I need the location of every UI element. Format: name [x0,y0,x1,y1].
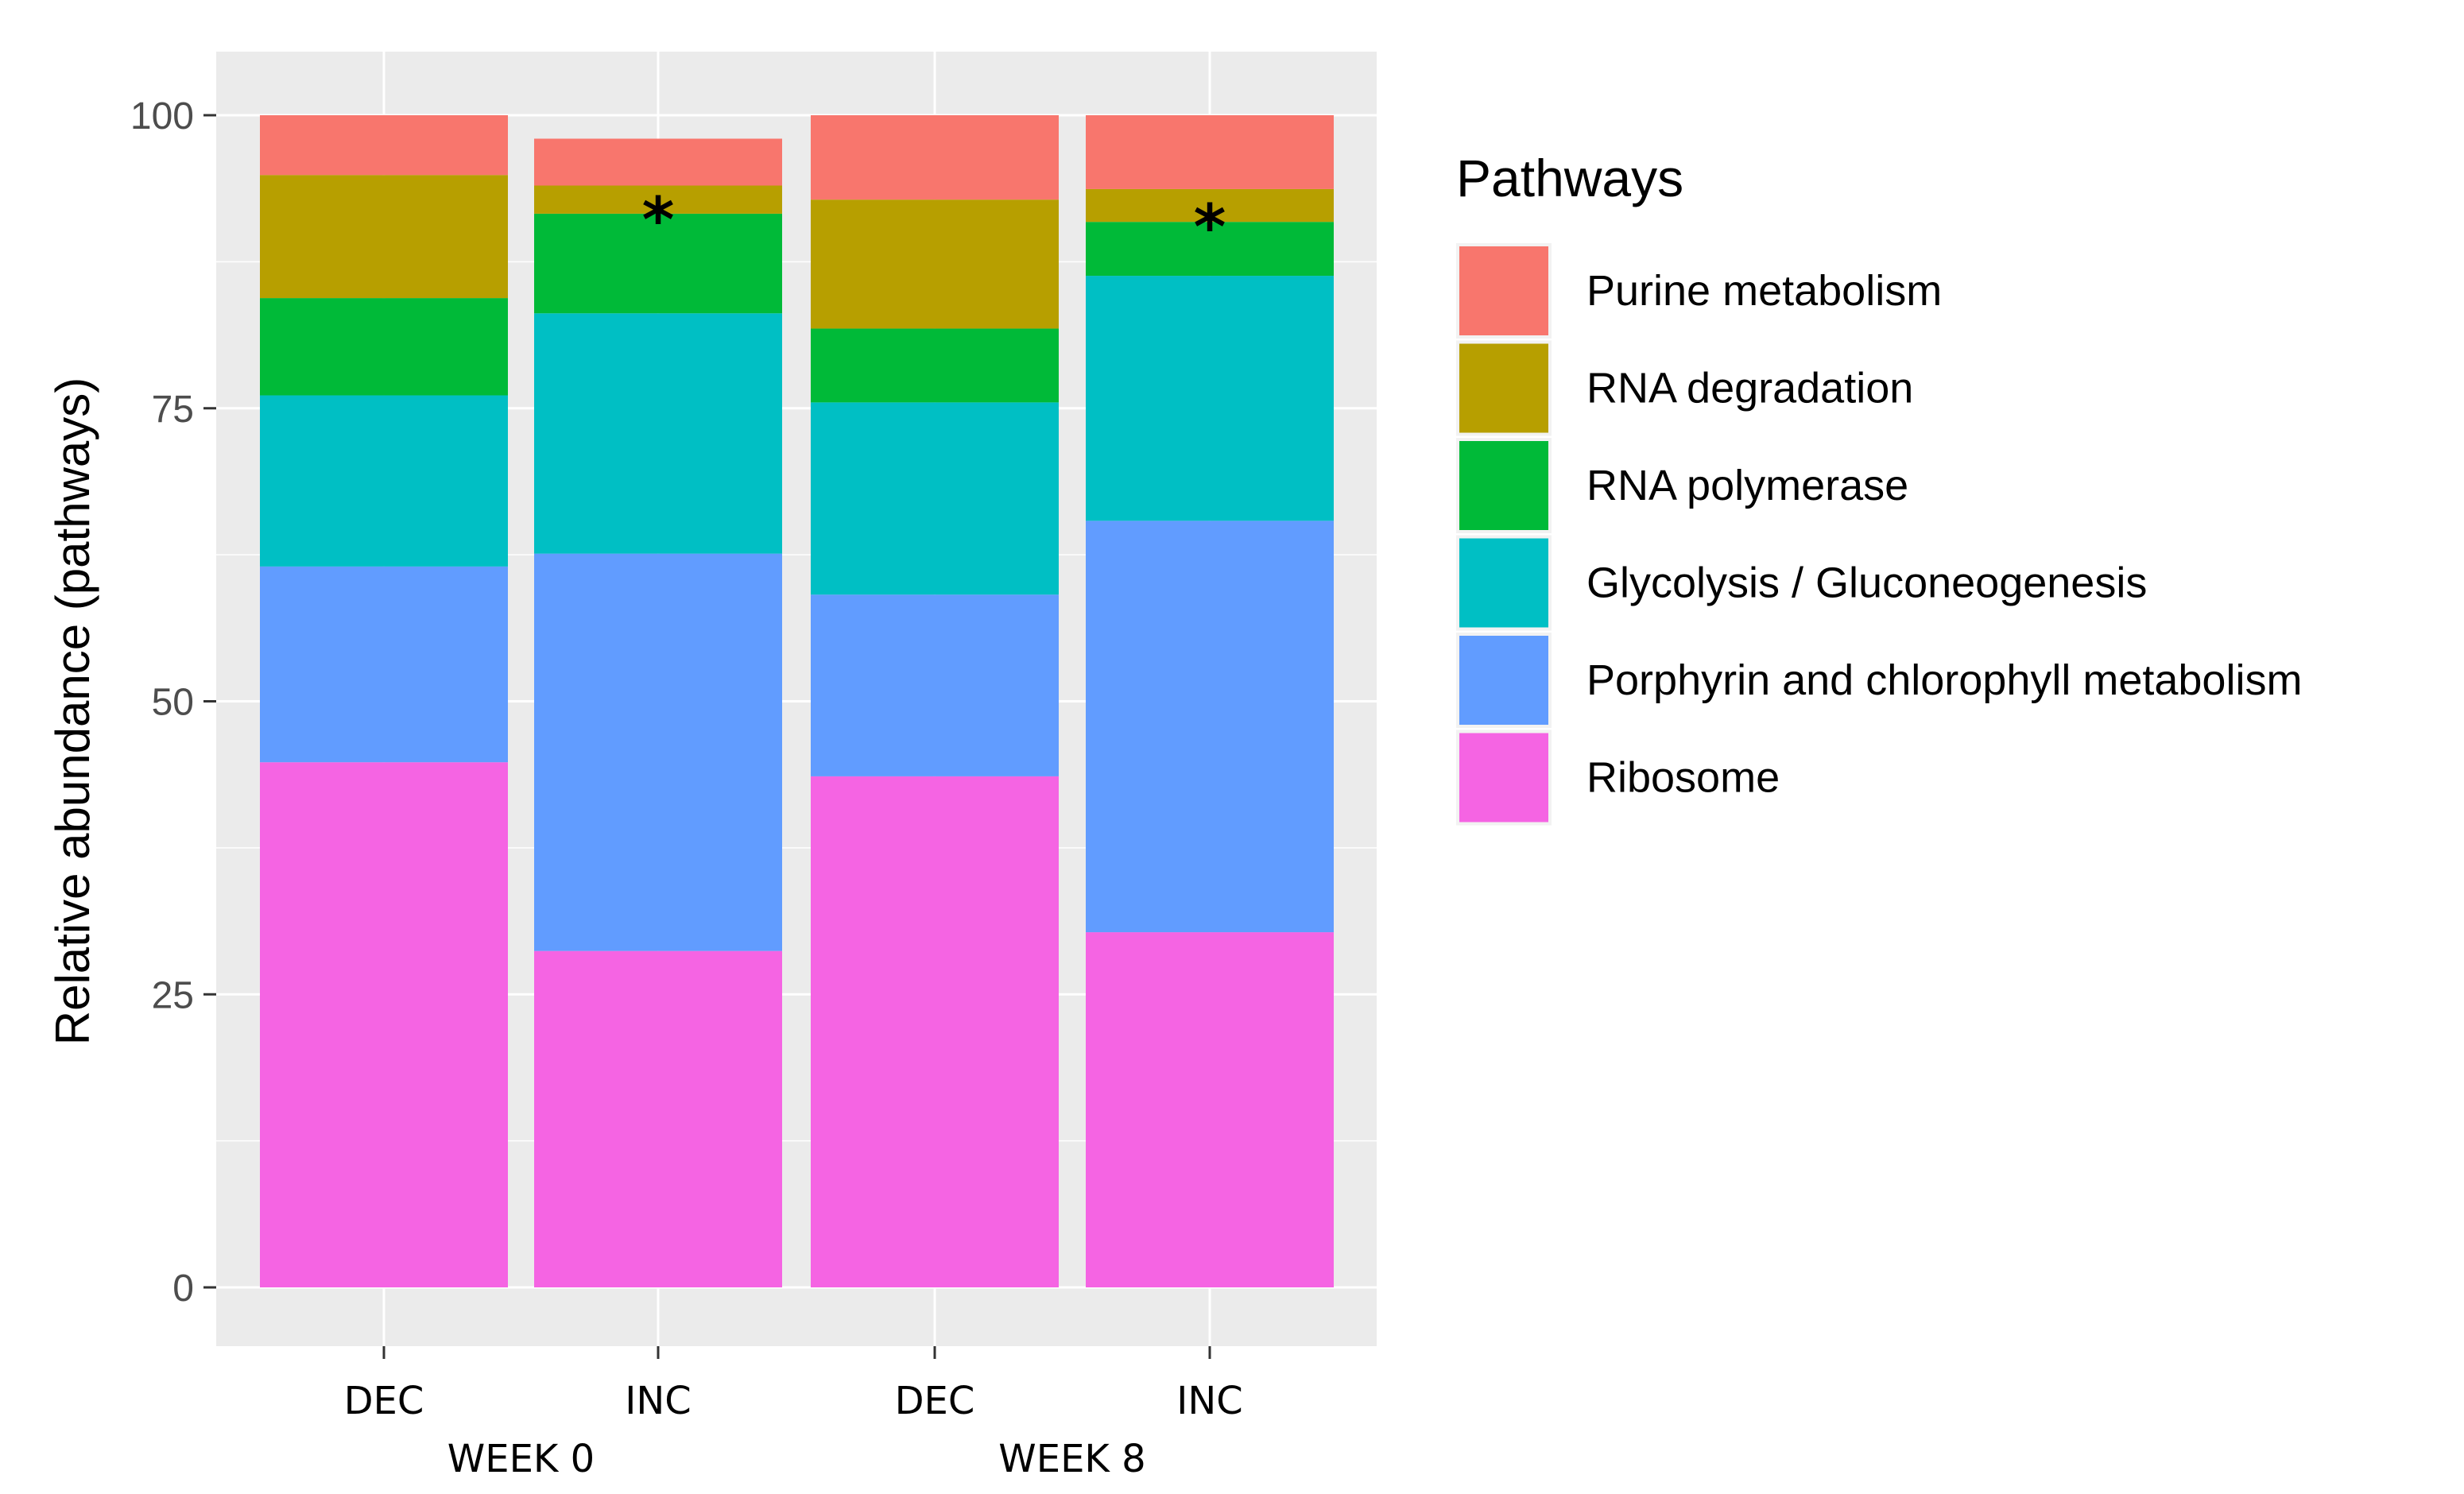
x-group-label: WEEK 8 [998,1437,1145,1481]
legend-title: Pathways [1456,149,1683,207]
bar-segment-rna-polymerase [534,213,782,314]
legend-item: RNA polymerase [1456,438,1908,533]
bar-segment-purine-metabolism [811,115,1059,200]
bar-stack-dec-0 [260,115,508,1287]
bar-segment-rna-polymerase [1086,222,1334,277]
bar-segment-purine-metabolism [534,138,782,186]
legend-label: Porphyrin and chlorophyll metabolism [1586,656,2302,704]
x-tick-label: INC [625,1379,692,1423]
x-axis: DEC INC DEC INC WEEK 0 WEEK 8 [344,1346,1243,1481]
bar-segment-glycolysis-gluconeogenesis [811,402,1059,595]
bar-segment-rna-degradation [260,175,508,299]
x-group-label: WEEK 0 [447,1437,595,1481]
legend-swatch [1459,538,1548,628]
bar-segment-rna-degradation [1086,188,1334,223]
x-tick-label: INC [1176,1379,1243,1423]
bar-segment-porphyrin-and-chlorophyll-metabolism [811,594,1059,776]
bar-segment-rna-degradation [811,199,1059,329]
y-tick-label: 100 [130,95,194,137]
legend-swatch [1459,733,1548,822]
y-axis: 0 25 50 75 100 [130,95,216,1310]
bar-segment-ribosome [1086,932,1334,1287]
legend: Pathways Purine metabolism RNA degradation… [1456,149,2302,826]
bar-segment-porphyrin-and-chlorophyll-metabolism [1086,521,1334,933]
bar-stack-inc-1 [534,138,782,1287]
legend-label: RNA polymerase [1586,462,1908,509]
bar-segment-purine-metabolism [1086,115,1334,189]
bar-segment-glycolysis-gluconeogenesis [260,395,508,567]
bar-stack-dec-2 [811,115,1059,1287]
legend-swatch [1459,636,1548,725]
y-tick-label: 50 [152,682,194,724]
x-tick-label: DEC [895,1379,975,1423]
legend-item: Ribosome [1456,730,1780,826]
bar-stack-inc-3 [1086,115,1334,1287]
bars [260,115,1334,1287]
legend-item: RNA degradation [1456,340,1913,436]
x-tick-label: DEC [344,1379,424,1423]
bar-segment-ribosome [811,776,1059,1287]
legend-swatch [1459,246,1548,335]
legend-label: Ribosome [1586,754,1780,802]
y-tick-label: 75 [152,389,194,431]
legend-item: Glycolysis / Gluconeogenesis [1456,535,2147,631]
legend-label: Purine metabolism [1586,267,1942,315]
legend-swatch [1459,343,1548,433]
bar-segment-rna-polymerase [811,328,1059,403]
bar-segment-glycolysis-gluconeogenesis [1086,276,1334,521]
bar-segment-purine-metabolism [260,115,508,176]
legend-label: Glycolysis / Gluconeogenesis [1586,559,2147,607]
significance-marker: * [642,185,675,257]
bar-segment-ribosome [534,950,782,1287]
legend-item: Purine metabolism [1456,243,1942,339]
y-tick-label: 25 [152,974,194,1016]
bar-segment-glycolysis-gluconeogenesis [534,313,782,554]
legend-item: Porphyrin and chlorophyll metabolism [1456,633,2302,728]
bar-segment-rna-polymerase [260,298,508,396]
bar-segment-ribosome [260,762,508,1287]
y-axis-title: Relative abundance (pathways) [46,377,99,1046]
bar-segment-porphyrin-and-chlorophyll-metabolism [260,566,508,763]
significance-marker: * [1194,192,1226,264]
legend-label: RNA degradation [1586,365,1913,412]
legend-swatch [1459,441,1548,530]
bar-segment-rna-degradation [534,185,782,214]
y-tick-label: 0 [172,1268,194,1310]
bar-segment-porphyrin-and-chlorophyll-metabolism [534,553,782,951]
